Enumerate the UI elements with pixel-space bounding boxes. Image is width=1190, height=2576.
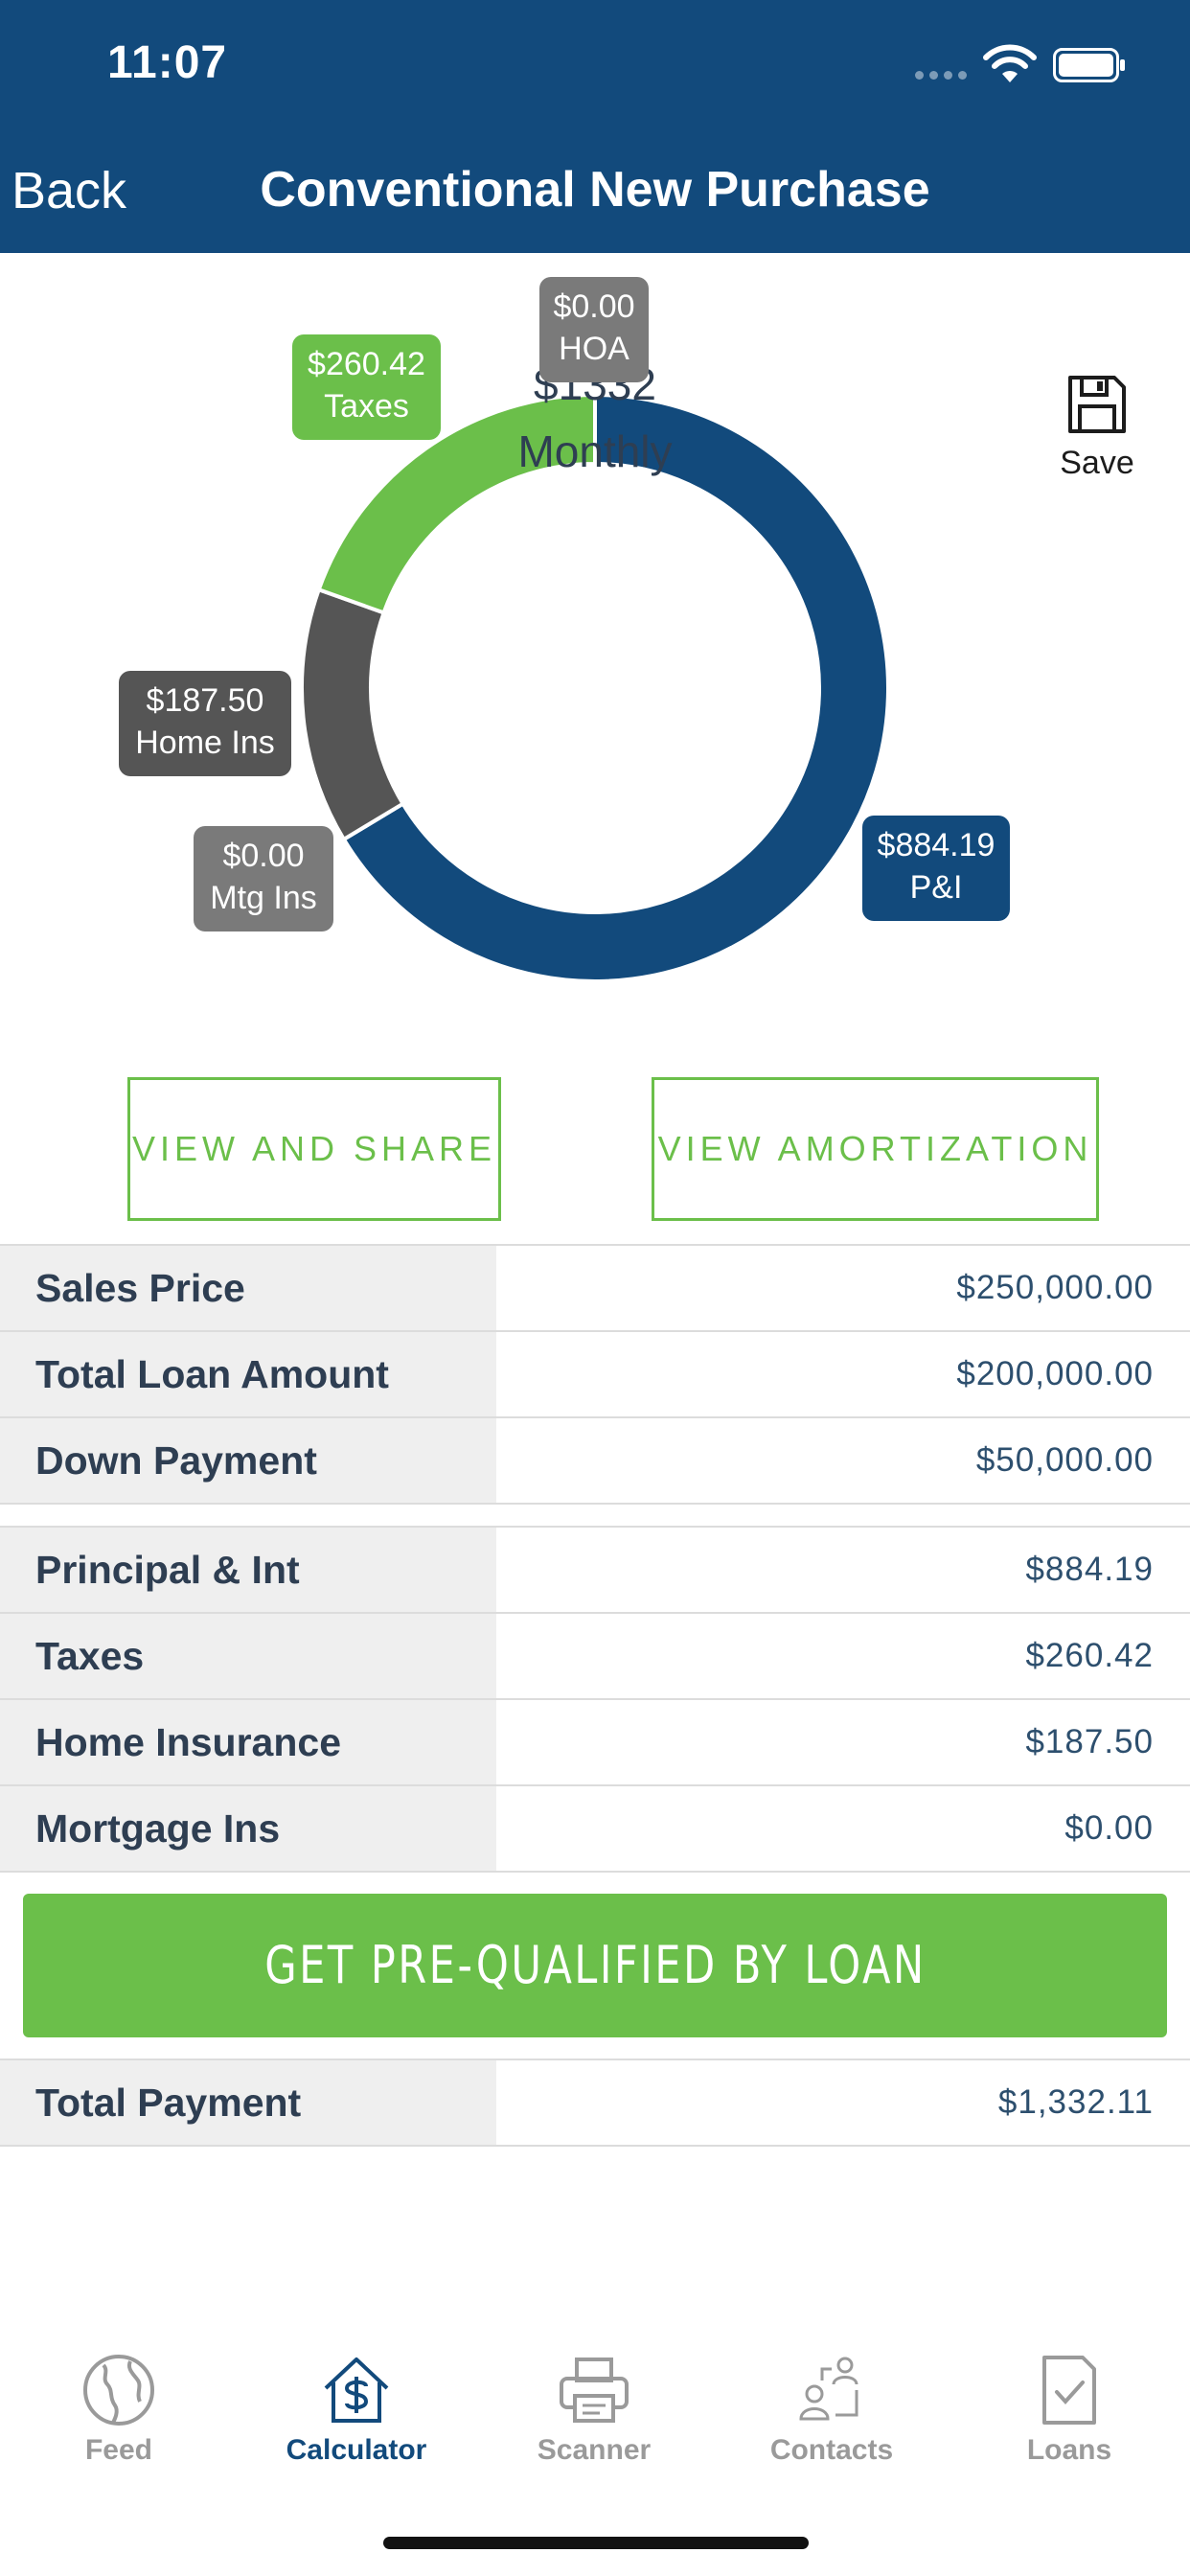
taxes-value[interactable]: $260.42 xyxy=(496,1614,1190,1698)
mortgage-ins-value[interactable]: $0.00 xyxy=(496,1786,1190,1871)
view-amortization-button[interactable]: VIEW AMORTIZATION xyxy=(652,1077,1099,1221)
chart-label-home-ins-value: $187.50 xyxy=(146,682,264,719)
floppy-disk-icon xyxy=(1068,376,1126,433)
table-row: Taxes $260.42 xyxy=(0,1614,1190,1700)
get-pre-qualified-button[interactable]: GET PRE-QUALIFIED BY LOAN xyxy=(23,1894,1167,2037)
chart-label-pi-name: P&I xyxy=(909,869,963,906)
sales-price-value[interactable]: $250,000.00 xyxy=(496,1246,1190,1330)
table-row: Total Payment $1,332.11 xyxy=(0,2060,1190,2147)
document-check-icon xyxy=(1042,2356,1096,2425)
chart-label-hoa-name: HOA xyxy=(559,331,629,367)
home-insurance-value[interactable]: $187.50 xyxy=(496,1700,1190,1784)
row-label: Total Loan Amount xyxy=(0,1332,496,1416)
payment-chart-area xyxy=(0,253,1190,1020)
donut-slice-home-ins xyxy=(300,586,406,842)
table-row: Principal & Int $884.19 xyxy=(0,1528,1190,1614)
principal-int-value: $884.19 xyxy=(496,1528,1190,1612)
tab-scanner-label: Scanner xyxy=(537,2434,652,2466)
total-loan-amount-value[interactable]: $200,000.00 xyxy=(496,1332,1190,1416)
chart-label-hoa: $0.00 HOA xyxy=(539,277,649,382)
home-indicator xyxy=(383,2537,809,2549)
house-dollar-icon xyxy=(324,2358,389,2423)
contacts-icon xyxy=(799,2357,858,2421)
chart-center-label: Monthly xyxy=(517,426,673,476)
table-row: Sales Price $250,000.00 xyxy=(0,1246,1190,1332)
table-row: Down Payment $50,000.00 xyxy=(0,1418,1190,1505)
tab-contacts-label: Contacts xyxy=(769,2434,894,2466)
printer-icon xyxy=(560,2358,629,2423)
chart-label-home-ins-name: Home Ins xyxy=(135,724,275,761)
chart-label-home-ins: $187.50 Home Ins xyxy=(119,671,291,776)
nav-header: 11:07 Back Conventional New Purchase xyxy=(0,0,1190,253)
tab-bar: Feed Calculator Scanner Contacts xyxy=(0,2329,1190,2520)
table-row: Home Insurance $187.50 xyxy=(0,1700,1190,1786)
tab-scanner[interactable]: Scanner xyxy=(475,2329,713,2467)
payment-donut-chart xyxy=(300,392,890,983)
view-and-share-button[interactable]: VIEW AND SHARE xyxy=(127,1077,501,1221)
chart-label-mtg-ins-name: Mtg Ins xyxy=(210,880,317,916)
chart-label-mtg-ins: $0.00 Mtg Ins xyxy=(194,826,333,932)
chart-label-hoa-value: $0.00 xyxy=(553,288,635,325)
table-row: Total Loan Amount $200,000.00 xyxy=(0,1332,1190,1418)
row-label: Principal & Int xyxy=(0,1528,496,1612)
down-payment-value[interactable]: $50,000.00 xyxy=(496,1418,1190,1503)
payment-breakdown-table: Principal & Int $884.19 Taxes $260.42 Ho… xyxy=(0,1526,1190,1873)
row-label: Sales Price xyxy=(0,1246,496,1330)
row-label: Mortgage Ins xyxy=(0,1786,496,1871)
chart-label-taxes-name: Taxes xyxy=(324,388,409,425)
row-label: Total Payment xyxy=(0,2060,496,2145)
tab-loans[interactable]: Loans xyxy=(950,2329,1188,2467)
chart-label-taxes: $260.42 Taxes xyxy=(292,334,441,440)
row-label: Down Payment xyxy=(0,1418,496,1503)
tab-feed[interactable]: Feed xyxy=(0,2329,238,2467)
chart-label-mtg-ins-value: $0.00 xyxy=(222,838,305,874)
wifi-icon xyxy=(983,44,1037,82)
loan-summary-table: Sales Price $250,000.00 Total Loan Amoun… xyxy=(0,1244,1190,1505)
tab-loans-label: Loans xyxy=(1026,2434,1112,2466)
page-title: Conventional New Purchase xyxy=(260,162,930,218)
donut-slice-p-i xyxy=(341,392,890,983)
table-row: Mortgage Ins $0.00 xyxy=(0,1786,1190,1873)
total-payment-value: $1,332.11 xyxy=(496,2060,1190,2145)
save-button[interactable]: Save xyxy=(1054,374,1140,482)
battery-icon xyxy=(1053,48,1125,82)
globe-icon xyxy=(83,2355,154,2426)
tab-calculator-label: Calculator xyxy=(286,2434,427,2466)
save-label: Save xyxy=(1060,445,1134,481)
row-label: Taxes xyxy=(0,1614,496,1698)
cellular-signal-icon xyxy=(915,71,967,80)
total-payment-table: Total Payment $1,332.11 xyxy=(0,2058,1190,2147)
tab-contacts[interactable]: Contacts xyxy=(713,2329,950,2467)
status-time: 11:07 xyxy=(107,37,228,88)
back-button[interactable]: Back xyxy=(11,162,127,219)
tab-feed-label: Feed xyxy=(84,2434,153,2466)
chart-label-pi: $884.19 P&I xyxy=(862,816,1010,921)
row-label: Home Insurance xyxy=(0,1700,496,1784)
chart-label-taxes-value: $260.42 xyxy=(308,346,425,382)
chart-label-pi-value: $884.19 xyxy=(877,827,995,863)
cta-label: GET PRE-QUALIFIED BY LOAN xyxy=(263,1935,927,1995)
tab-calculator[interactable]: Calculator xyxy=(238,2329,475,2467)
